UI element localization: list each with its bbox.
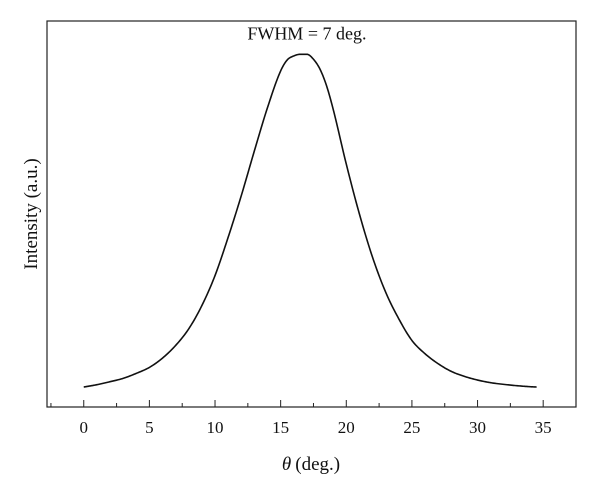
x-axis-unit: (deg.) xyxy=(295,454,340,475)
x-tick-label: 0 xyxy=(80,418,89,437)
x-axis-ticks: 0 5 10 15 20 25 30 35 xyxy=(50,400,577,437)
x-axis-title: θ (deg.) xyxy=(282,454,340,475)
x-tick-label: 25 xyxy=(403,418,420,437)
y-axis-title: Intensity (a.u.) xyxy=(21,158,42,269)
x-tick-label: 35 xyxy=(535,418,552,437)
series-line-intensity xyxy=(83,53,537,388)
x-tick-label: 30 xyxy=(469,418,486,437)
plot-frame xyxy=(46,20,577,408)
x-tick-label: 20 xyxy=(338,418,355,437)
annotation-fwhm: FWHM = 7 deg. xyxy=(247,23,366,43)
x-axis-symbol: θ xyxy=(282,454,291,475)
x-tick-label: 15 xyxy=(272,418,289,437)
x-tick-label: 10 xyxy=(207,418,224,437)
x-tick-label: 5 xyxy=(145,418,154,437)
